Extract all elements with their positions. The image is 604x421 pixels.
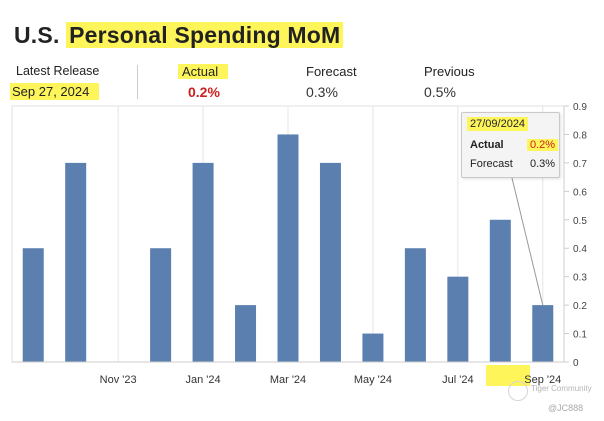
watermark-logo-icon — [508, 381, 528, 401]
y-tick-label: 0.8 — [573, 130, 587, 141]
latest-release-value: Sep 27, 2024 — [10, 83, 100, 100]
tooltip-actual-row: Actual 0.2% — [470, 139, 559, 151]
y-tick-label: 0.3 — [573, 273, 587, 284]
data-tooltip: 27/09/2024 Actual 0.2% Forecast 0.3% — [461, 112, 560, 178]
tooltip-forecast-row: Forecast 0.3% — [470, 158, 555, 170]
stats-divider — [137, 65, 138, 99]
previous-value: 0.5% — [424, 84, 456, 100]
y-tick-label: 0.6 — [573, 187, 587, 198]
y-tick-label: 0.9 — [573, 102, 587, 113]
y-tick-label: 0.7 — [573, 159, 587, 170]
x-tick-label: Sep '24 — [524, 374, 561, 386]
bar — [22, 248, 44, 362]
actual-label: Actual — [178, 64, 229, 79]
bar — [489, 219, 511, 362]
bar — [362, 333, 384, 362]
latest-release-label: Latest Release — [16, 64, 100, 78]
chart-bars — [22, 134, 554, 362]
x-tick-label: Nov '23 — [100, 374, 137, 386]
y-tick-label: 0.1 — [573, 330, 587, 341]
actual-value: 0.2% — [188, 84, 220, 100]
x-tick-label: Jan '24 — [186, 374, 221, 386]
actual-stat: Actual 0.2% — [178, 64, 229, 100]
bar — [192, 162, 214, 362]
x-tick-label: Jul '24 — [442, 374, 473, 386]
bar — [404, 248, 426, 362]
watermark-handle: @JC888 — [548, 403, 584, 413]
forecast-value: 0.3% — [306, 84, 338, 100]
tooltip-actual-label: Actual — [470, 139, 504, 151]
page-title: U.S. Personal Spending MoM — [14, 22, 344, 49]
release-stats: Latest Release Sep 27, 2024 Actual 0.2% … — [0, 64, 604, 102]
tooltip-date: 27/09/2024 — [467, 117, 529, 131]
latest-release: Latest Release Sep 27, 2024 — [10, 64, 100, 100]
previous-label: Previous — [424, 64, 475, 79]
tooltip-forecast-label: Forecast — [470, 158, 513, 170]
bar — [65, 162, 87, 362]
forecast-label: Forecast — [306, 64, 357, 79]
bar — [532, 305, 554, 362]
tooltip-connector — [511, 177, 544, 306]
bar — [319, 162, 341, 362]
y-tick-label: 0.5 — [573, 216, 587, 227]
forecast-stat: Forecast 0.3% — [306, 64, 357, 100]
x-tick-label: Mar '24 — [270, 374, 306, 386]
bar — [277, 134, 299, 362]
tooltip-forecast-value: 0.3% — [530, 158, 556, 170]
previous-stat: Previous 0.5% — [424, 64, 475, 100]
title-highlight: Personal Spending MoM — [66, 22, 344, 48]
y-tick-label: 0.4 — [573, 244, 587, 255]
bar — [447, 276, 469, 362]
tooltip-actual-value: 0.2% — [527, 139, 559, 151]
y-tick-label: 0 — [573, 358, 579, 369]
watermark-brand: Tiger Community — [531, 384, 592, 393]
bar — [150, 248, 172, 362]
chart-axes: Nov '23 Jan '24 Mar '24 May '24 Jul '24 Sep '… — [12, 102, 587, 386]
y-tick-label: 0.2 — [573, 301, 587, 312]
bar — [235, 305, 257, 362]
x-tick-label: May '24 — [354, 374, 392, 386]
x-tick-highlight — [486, 365, 530, 386]
title-prefix: U.S. — [14, 22, 60, 48]
